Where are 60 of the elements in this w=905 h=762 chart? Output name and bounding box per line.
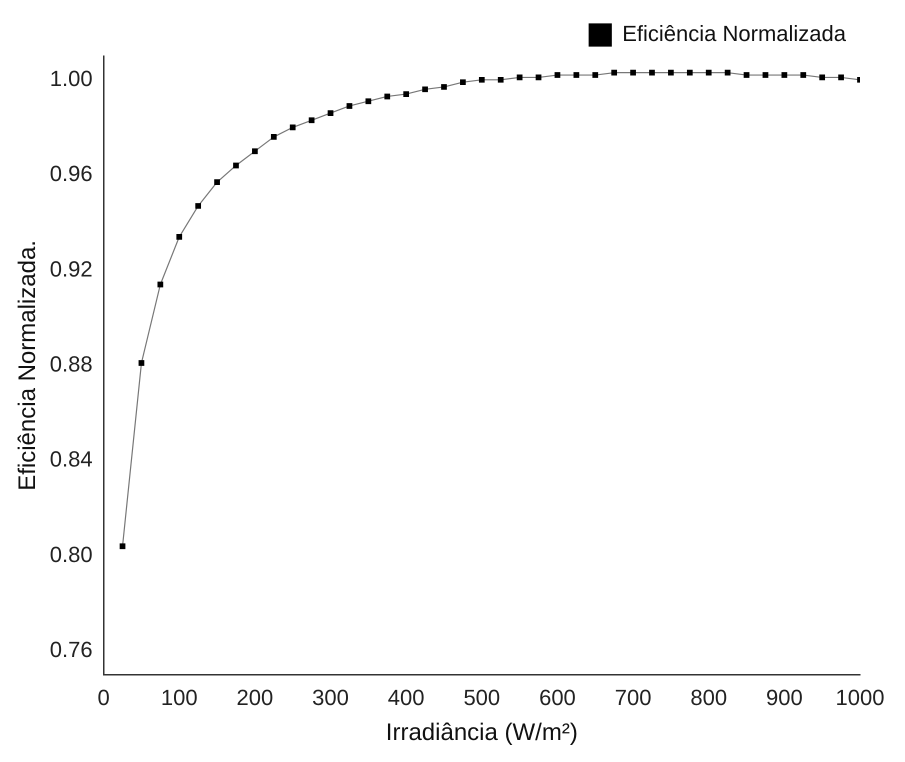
point (176, 234, 182, 240)
point (800, 72, 806, 78)
point (744, 72, 750, 78)
point (611, 70, 618, 76)
point (403, 91, 410, 97)
y-tick-label: 0.84 (50, 446, 93, 472)
point (365, 98, 372, 104)
x-tick-label: 500 (463, 685, 500, 710)
x-tick-label: 800 (690, 685, 728, 710)
point (460, 79, 466, 86)
legend-label: Eficiência Normalizada (622, 21, 847, 46)
point (724, 70, 730, 76)
y-tick-label: 0.80 (50, 542, 93, 567)
x-tick-label: 900 (766, 685, 803, 710)
y-tick-label: 1.00 (50, 66, 93, 91)
x-tick-label: 100 (160, 685, 198, 710)
point (686, 70, 693, 76)
point (290, 124, 296, 130)
point (573, 72, 580, 78)
x-tick-label: 400 (388, 685, 425, 710)
x-tick-label: 200 (236, 685, 274, 710)
point (441, 84, 447, 90)
point (838, 74, 844, 80)
y-axis-title: Eficiência Normalizada. (14, 240, 42, 491)
y-tick-label: 0.92 (50, 256, 93, 282)
point (270, 134, 277, 140)
x-tick-label: 700 (614, 685, 652, 710)
point (422, 86, 428, 92)
point (819, 74, 826, 80)
point (384, 94, 390, 100)
x-tick-label: 600 (539, 685, 576, 710)
point (157, 282, 164, 288)
point (328, 110, 334, 116)
point (195, 203, 202, 209)
x-tick-label: 1000 (836, 685, 884, 710)
point (592, 72, 598, 78)
point (498, 76, 504, 83)
point (308, 117, 314, 124)
y-tick-label: 0.88 (50, 351, 93, 376)
point (782, 72, 788, 78)
point (346, 103, 352, 109)
point (762, 72, 768, 78)
point (214, 179, 220, 186)
point (478, 76, 485, 83)
point (554, 72, 560, 78)
point (233, 162, 239, 168)
point (536, 74, 542, 80)
point (706, 70, 712, 76)
point (668, 70, 674, 76)
x-axis-title: Irradiância (W/m²) (386, 719, 578, 746)
point (138, 360, 144, 366)
y-tick-label: 0.96 (50, 161, 93, 186)
y-tick-label: 0.76 (50, 637, 93, 662)
x-tick-label: 300 (312, 685, 349, 710)
point (649, 70, 655, 76)
point (630, 70, 636, 76)
point (516, 74, 522, 80)
point (120, 543, 126, 550)
x-tick-label: 0 (97, 685, 110, 710)
point (252, 148, 258, 154)
